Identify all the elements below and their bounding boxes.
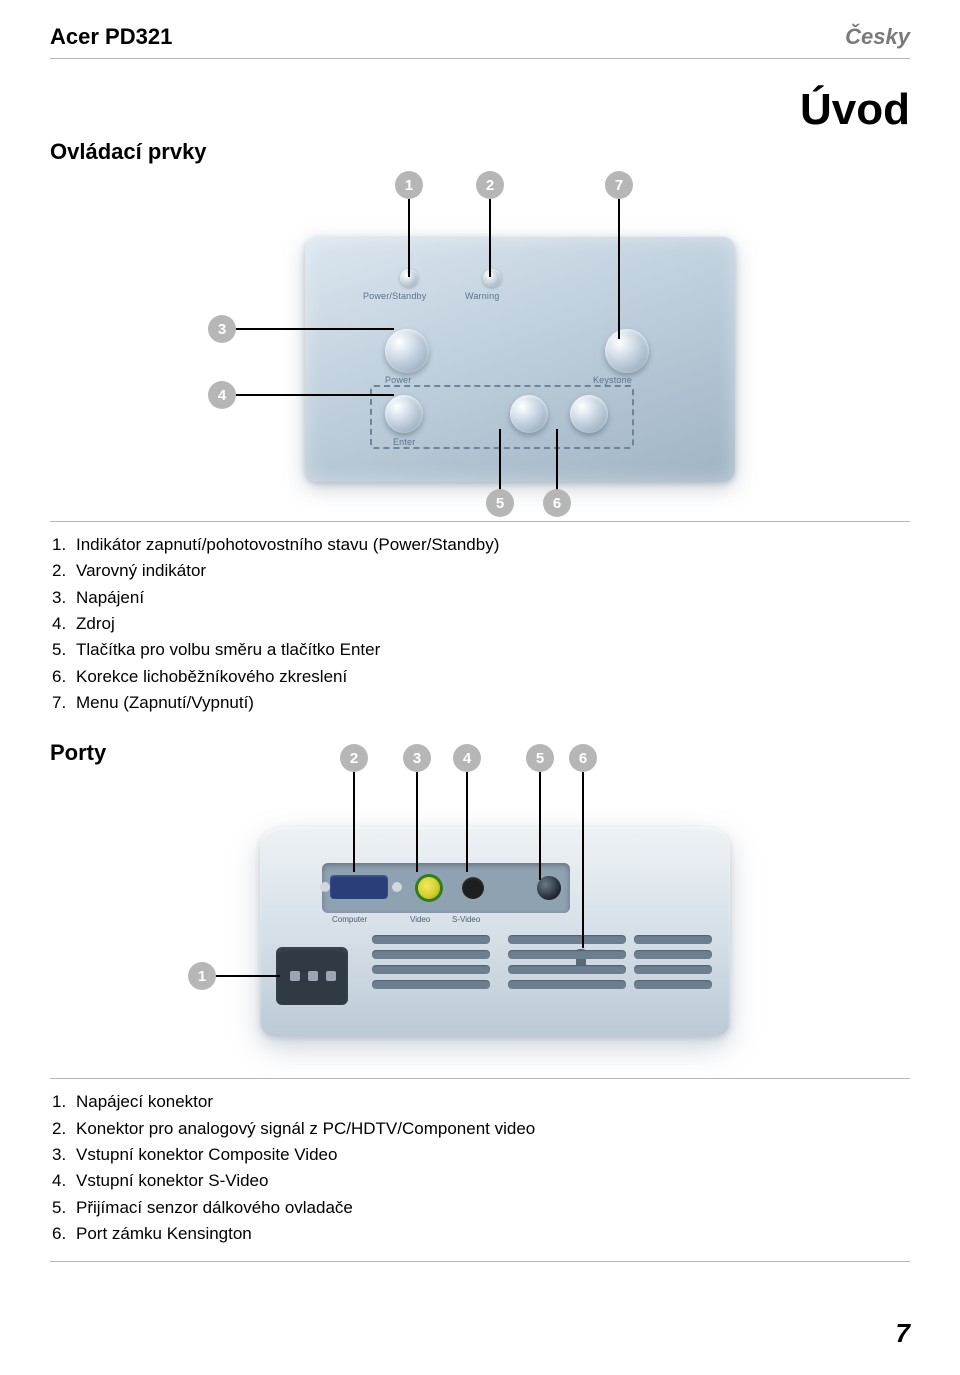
vga-port-icon [330,875,388,899]
leader-line [466,772,468,872]
leader-line [556,429,558,491]
direction-left-button-icon [510,395,548,433]
callout-p5: 5 [526,744,554,772]
callout-p3: 3 [403,744,431,772]
direction-right-button-icon [570,395,608,433]
product-title: Acer PD321 [50,24,172,50]
list-item: 4.Vstupní konektor S-Video [52,1168,910,1194]
leader-line [216,975,280,977]
list-item: 1.Napájecí konektor [52,1089,910,1115]
button-label: Keystone [593,375,632,385]
list-item: 7.Menu (Zapnutí/Vypnutí) [52,690,910,716]
list-item: 6.Korekce lichoběžníkového zkreslení [52,664,910,690]
manual-page: Acer PD321 Česky Úvod Ovládací prvky 1 2… [0,0,960,1375]
callout-1: 1 [395,171,423,199]
projector-back-panel: Computer Video S-Video [260,827,730,1037]
vent-group [508,935,626,989]
callout-2: 2 [476,171,504,199]
list-item: 5.Tlačítka pro volbu směru a tlačítko En… [52,637,910,663]
vent-group [634,935,712,989]
leader-line [408,199,410,277]
leader-line [489,199,491,277]
callout-3: 3 [208,315,236,343]
callout-5: 5 [486,489,514,517]
callout-p6: 6 [569,744,597,772]
controls-diagram: 1 2 7 3 4 5 6 Power/Standby Warnin [50,175,910,515]
ports-strip [322,863,570,913]
callout-p2: 2 [340,744,368,772]
divider [50,521,910,522]
power-button-icon [385,329,429,373]
s-video-port-icon [462,877,484,899]
controls-list: 1.Indikátor zapnutí/pohotovostního stavu… [50,532,910,716]
page-title: Úvod [50,85,910,135]
list-item: 1.Indikátor zapnutí/pohotovostního stavu… [52,532,910,558]
projector-top-panel: Power/Standby Warning Power Keystone Ent… [305,237,735,482]
led-label: Warning [465,291,499,301]
callout-p1: 1 [188,962,216,990]
callout-4: 4 [208,381,236,409]
screw-icon [392,882,402,892]
leader-line [416,772,418,872]
divider [50,1261,910,1262]
callout-p4: 4 [453,744,481,772]
ports-diagram: 2 3 4 5 6 1 Computer Vi [50,772,910,1072]
leader-line [236,328,394,330]
port-label: S-Video [452,915,480,924]
power-connector-icon [276,947,348,1005]
keystone-button-icon [605,329,649,373]
language-label: Česky [845,24,910,50]
list-item: 3.Vstupní konektor Composite Video [52,1142,910,1168]
vent-group [372,935,490,989]
page-number: 7 [896,1318,910,1349]
port-label: Video [410,915,430,924]
list-item: 2.Varovný indikátor [52,558,910,584]
page-header: Acer PD321 Česky [50,24,910,59]
leader-line [582,772,584,948]
button-label: Enter [393,437,415,447]
port-label: Computer [332,915,367,924]
callout-7: 7 [605,171,633,199]
list-item: 5.Přijímací senzor dálkového ovladače [52,1195,910,1221]
screw-icon [320,882,330,892]
list-item: 4.Zdroj [52,611,910,637]
ports-list: 1.Napájecí konektor 2.Konektor pro analo… [50,1089,910,1247]
list-item: 3.Napájení [52,585,910,611]
button-label: Power [385,375,411,385]
list-item: 6.Port zámku Kensington [52,1221,910,1247]
list-item: 2.Konektor pro analogový signál z PC/HDT… [52,1116,910,1142]
leader-line [539,772,541,880]
leader-line [499,429,501,491]
enter-button-icon [385,395,423,433]
composite-video-port-icon [418,877,440,899]
leader-line [618,199,620,339]
leader-line [236,394,394,396]
led-label: Power/Standby [363,291,426,301]
callout-6: 6 [543,489,571,517]
controls-section-title: Ovládací prvky [50,139,910,165]
divider [50,1078,910,1079]
leader-line [353,772,355,872]
warning-led-icon [483,269,501,287]
